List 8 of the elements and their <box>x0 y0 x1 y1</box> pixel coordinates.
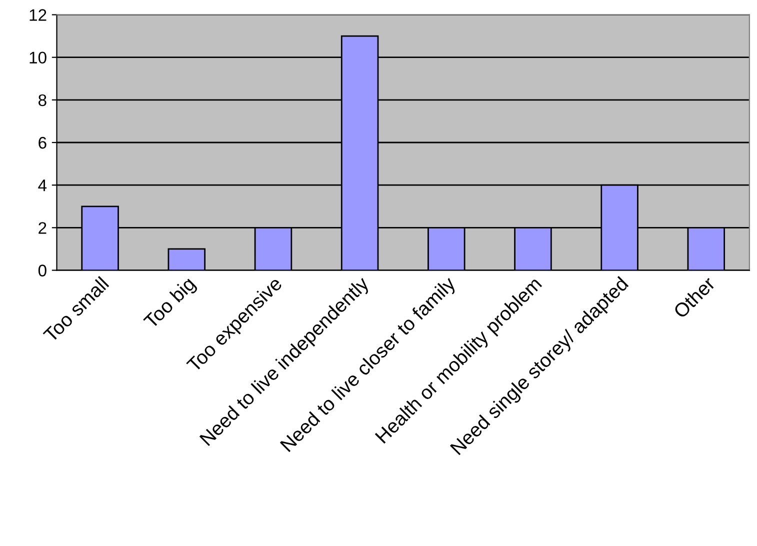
y-tick-label: 2 <box>38 222 46 234</box>
x-tick-label: Too big <box>142 276 199 332</box>
y-tick-label: 8 <box>38 94 46 106</box>
y-tick-label: 6 <box>38 136 46 149</box>
y-tick-label: 12 <box>30 9 46 21</box>
y-tick-label: 0 <box>38 264 46 276</box>
y-tick-label: 4 <box>38 180 47 192</box>
y-tick-label: 10 <box>30 52 46 64</box>
